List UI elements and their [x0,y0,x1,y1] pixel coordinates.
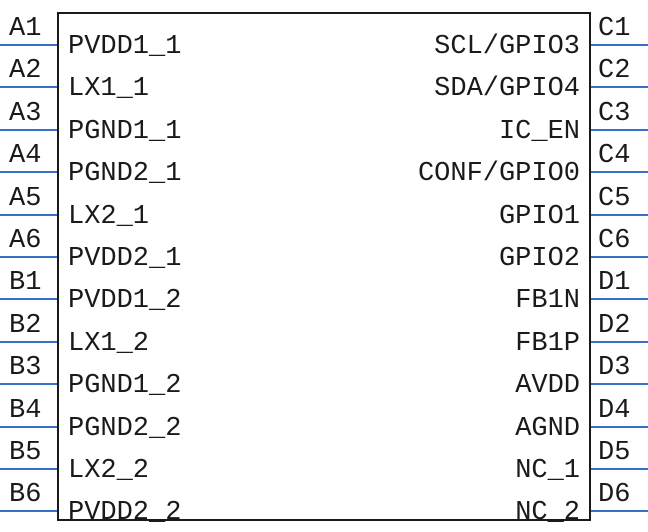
pin-ext-d3: D3 [598,353,630,383]
pin-wire-c4 [591,171,648,173]
pin-ext-d5: D5 [598,438,630,468]
pin-wire-c5 [591,214,648,216]
pin-ext-b3: B3 [9,353,41,383]
pin-wire-d3 [591,383,648,385]
pin-int-c4: CONF/GPIO0 [418,159,580,189]
pin-wire-a1 [0,44,57,46]
pin-int-d3: AVDD [515,371,580,401]
pin-wire-b3 [0,383,57,385]
pin-int-c6: GPIO2 [499,244,580,274]
pin-ext-c6: C6 [598,226,630,256]
pin-int-a3: PGND1_1 [68,117,181,147]
pin-ext-d2: D2 [598,311,630,341]
pin-wire-b4 [0,426,57,428]
pin-int-b4: PGND2_2 [68,414,181,444]
pin-int-b5: LX2_2 [68,456,149,486]
pin-int-d1: FB1N [515,286,580,316]
pin-int-a6: PVDD2_1 [68,244,181,274]
pin-int-c3: IC_EN [499,117,580,147]
pin-wire-a2 [0,86,57,88]
pin-int-b6: PVDD2_2 [68,498,181,528]
pin-wire-c2 [591,86,648,88]
pin-int-b1: PVDD1_2 [68,286,181,316]
pin-ext-a4: A4 [9,141,41,171]
pin-wire-b6 [0,510,57,512]
pin-ext-d1: D1 [598,268,630,298]
pin-wire-c1 [591,44,648,46]
pin-int-a1: PVDD1_1 [68,32,181,62]
pin-ext-d4: D4 [598,396,630,426]
pin-int-b2: LX1_2 [68,329,149,359]
pin-int-a5: LX2_1 [68,202,149,232]
pin-int-d5: NC_1 [515,456,580,486]
pin-wire-d4 [591,426,648,428]
pin-wire-b5 [0,468,57,470]
pin-ext-b4: B4 [9,396,41,426]
pin-int-a2: LX1_1 [68,74,149,104]
pin-ext-b1: B1 [9,268,41,298]
pin-ext-b2: B2 [9,311,41,341]
pin-ext-a2: A2 [9,56,41,86]
pin-ext-a1: A1 [9,14,41,44]
pin-int-c5: GPIO1 [499,202,580,232]
pin-wire-b1 [0,298,57,300]
pin-wire-d5 [591,468,648,470]
pin-int-c1: SCL/GPIO3 [434,32,580,62]
pin-ext-d6: D6 [598,480,630,510]
pin-ext-a5: A5 [9,184,41,214]
pin-int-b3: PGND1_2 [68,371,181,401]
pin-wire-a5 [0,214,57,216]
pin-wire-d1 [591,298,648,300]
pin-ext-a3: A3 [9,99,41,129]
pin-wire-c3 [591,129,648,131]
pin-ext-a6: A6 [9,226,41,256]
pin-int-d6: NC_2 [515,498,580,528]
pin-wire-a6 [0,256,57,258]
pin-ext-b6: B6 [9,480,41,510]
pin-int-d2: FB1P [515,329,580,359]
pin-ext-b5: B5 [9,438,41,468]
pin-int-d4: AGND [515,414,580,444]
pin-int-a4: PGND2_1 [68,159,181,189]
pin-ext-c2: C2 [598,56,630,86]
pin-wire-a4 [0,171,57,173]
pin-wire-d2 [591,341,648,343]
pin-wire-a3 [0,129,57,131]
pin-wire-b2 [0,341,57,343]
pin-ext-c3: C3 [598,99,630,129]
pin-wire-c6 [591,256,648,258]
pin-ext-c4: C4 [598,141,630,171]
pin-int-c2: SDA/GPIO4 [434,74,580,104]
pin-ext-c1: C1 [598,14,630,44]
pin-wire-d6 [591,510,648,512]
pin-ext-c5: C5 [598,184,630,214]
